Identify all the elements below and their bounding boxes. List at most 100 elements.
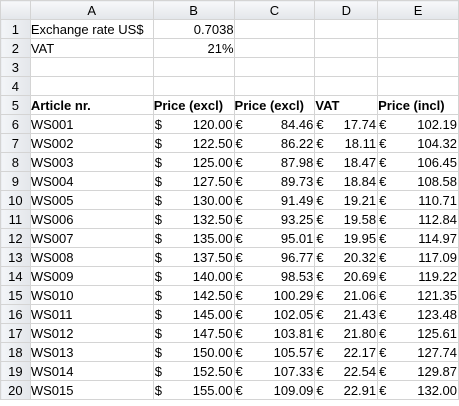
cell-c13[interactable]: €96.77 xyxy=(233,247,316,267)
cell-c14[interactable]: €98.53 xyxy=(233,266,316,286)
row-header[interactable]: 11 xyxy=(0,209,31,229)
cell-c16[interactable]: €102.05 xyxy=(233,304,316,324)
cell-d19[interactable]: €22.54 xyxy=(314,361,379,381)
cell-e7[interactable]: €104.32 xyxy=(377,133,459,153)
cell-d9[interactable]: €18.84 xyxy=(314,171,379,191)
row-header[interactable]: 7 xyxy=(0,133,31,153)
cell-b4[interactable] xyxy=(152,76,235,96)
select-all-corner[interactable] xyxy=(0,0,31,20)
cell-d17[interactable]: €21.80 xyxy=(314,323,379,343)
cell-a5[interactable]: Article nr. xyxy=(29,95,154,115)
cell-a18[interactable]: WS013 xyxy=(29,342,154,362)
cell-b20[interactable]: $155.00 xyxy=(152,380,235,400)
cell-b3[interactable] xyxy=(152,57,235,77)
row-header[interactable]: 10 xyxy=(0,190,31,210)
cell-d12[interactable]: €19.95 xyxy=(314,228,379,248)
cell-d18[interactable]: €22.17 xyxy=(314,342,379,362)
row-header[interactable]: 5 xyxy=(0,95,31,115)
cell-a8[interactable]: WS003 xyxy=(29,152,154,172)
cell-d2[interactable] xyxy=(314,38,379,58)
column-header-a[interactable]: A xyxy=(29,0,154,20)
cell-c4[interactable] xyxy=(233,76,316,96)
cell-e8[interactable]: €106.45 xyxy=(377,152,459,172)
cell-b12[interactable]: $135.00 xyxy=(152,228,235,248)
cell-a3[interactable] xyxy=(29,57,154,77)
cell-b13[interactable]: $137.50 xyxy=(152,247,235,267)
cell-e10[interactable]: €110.71 xyxy=(377,190,459,210)
cell-b10[interactable]: $130.00 xyxy=(152,190,235,210)
row-header[interactable]: 20 xyxy=(0,380,31,400)
cell-e2[interactable] xyxy=(377,38,459,58)
column-header-e[interactable]: E xyxy=(377,0,459,20)
cell-d13[interactable]: €20.32 xyxy=(314,247,379,267)
cell-c10[interactable]: €91.49 xyxy=(233,190,316,210)
cell-c12[interactable]: €95.01 xyxy=(233,228,316,248)
cell-b9[interactable]: $127.50 xyxy=(152,171,235,191)
cell-a1[interactable]: Exchange rate US$ xyxy=(29,19,154,39)
cell-e1[interactable] xyxy=(377,19,459,39)
cell-d20[interactable]: €22.91 xyxy=(314,380,379,400)
cell-e6[interactable]: €102.19 xyxy=(377,114,459,134)
cell-e11[interactable]: €112.84 xyxy=(377,209,459,229)
cell-a19[interactable]: WS014 xyxy=(29,361,154,381)
row-header[interactable]: 3 xyxy=(0,57,31,77)
cell-c1[interactable] xyxy=(233,19,316,39)
cell-d4[interactable] xyxy=(314,76,379,96)
cell-e5[interactable]: Price (incl) xyxy=(377,95,459,115)
cell-a7[interactable]: WS002 xyxy=(29,133,154,153)
cell-b11[interactable]: $132.50 xyxy=(152,209,235,229)
row-header[interactable]: 4 xyxy=(0,76,31,96)
cell-c5[interactable]: Price (excl) xyxy=(233,95,316,115)
row-header[interactable]: 1 xyxy=(0,19,31,39)
cell-c8[interactable]: €87.98 xyxy=(233,152,316,172)
cell-e4[interactable] xyxy=(377,76,459,96)
row-header[interactable]: 12 xyxy=(0,228,31,248)
cell-a10[interactable]: WS005 xyxy=(29,190,154,210)
cell-c3[interactable] xyxy=(233,57,316,77)
cell-a16[interactable]: WS011 xyxy=(29,304,154,324)
cell-d3[interactable] xyxy=(314,57,379,77)
column-header-c[interactable]: C xyxy=(233,0,316,20)
cell-c17[interactable]: €103.81 xyxy=(233,323,316,343)
cell-d16[interactable]: €21.43 xyxy=(314,304,379,324)
cell-b1[interactable]: 0.7038 xyxy=(152,19,235,39)
cell-b7[interactable]: $122.50 xyxy=(152,133,235,153)
row-header[interactable]: 17 xyxy=(0,323,31,343)
cell-c2[interactable] xyxy=(233,38,316,58)
cell-d5[interactable]: VAT xyxy=(314,95,379,115)
row-header[interactable]: 15 xyxy=(0,285,31,305)
cell-b15[interactable]: $142.50 xyxy=(152,285,235,305)
cell-d15[interactable]: €21.06 xyxy=(314,285,379,305)
cell-d8[interactable]: €18.47 xyxy=(314,152,379,172)
row-header[interactable]: 14 xyxy=(0,266,31,286)
cell-e3[interactable] xyxy=(377,57,459,77)
cell-d14[interactable]: €20.69 xyxy=(314,266,379,286)
cell-d11[interactable]: €19.58 xyxy=(314,209,379,229)
cell-e16[interactable]: €123.48 xyxy=(377,304,459,324)
cell-a13[interactable]: WS008 xyxy=(29,247,154,267)
cell-b6[interactable]: $120.00 xyxy=(152,114,235,134)
cell-a11[interactable]: WS006 xyxy=(29,209,154,229)
cell-d10[interactable]: €19.21 xyxy=(314,190,379,210)
row-header[interactable]: 2 xyxy=(0,38,31,58)
cell-a17[interactable]: WS012 xyxy=(29,323,154,343)
cell-e12[interactable]: €114.97 xyxy=(377,228,459,248)
row-header[interactable]: 18 xyxy=(0,342,31,362)
cell-b17[interactable]: $147.50 xyxy=(152,323,235,343)
row-header[interactable]: 6 xyxy=(0,114,31,134)
cell-a6[interactable]: WS001 xyxy=(29,114,154,134)
cell-e20[interactable]: €132.00 xyxy=(377,380,459,400)
cell-a12[interactable]: WS007 xyxy=(29,228,154,248)
cell-a9[interactable]: WS004 xyxy=(29,171,154,191)
column-header-d[interactable]: D xyxy=(314,0,379,20)
cell-e15[interactable]: €121.35 xyxy=(377,285,459,305)
cell-b5[interactable]: Price (excl) xyxy=(152,95,235,115)
cell-e13[interactable]: €117.09 xyxy=(377,247,459,267)
cell-d7[interactable]: €18.11 xyxy=(314,133,379,153)
cell-c9[interactable]: €89.73 xyxy=(233,171,316,191)
cell-c18[interactable]: €105.57 xyxy=(233,342,316,362)
cell-c19[interactable]: €107.33 xyxy=(233,361,316,381)
row-header[interactable]: 16 xyxy=(0,304,31,324)
cell-e19[interactable]: €129.87 xyxy=(377,361,459,381)
